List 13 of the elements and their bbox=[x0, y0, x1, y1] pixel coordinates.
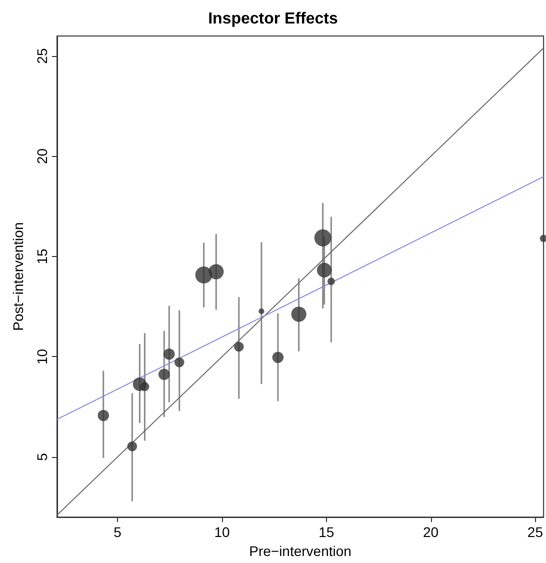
y-axis-title: Post−intervention bbox=[10, 222, 26, 331]
y-tick-label: 25 bbox=[34, 48, 50, 64]
x-tick-label: 15 bbox=[318, 524, 334, 540]
x-tick-label: 5 bbox=[114, 524, 122, 540]
y-tick-label: 10 bbox=[34, 348, 50, 365]
x-axis-title: Pre−intervention bbox=[249, 543, 352, 559]
y-tick-label: 15 bbox=[34, 248, 50, 264]
x-tick-label: 20 bbox=[423, 524, 439, 540]
y-tick-label: 5 bbox=[34, 452, 50, 461]
chart-title: Inspector Effects bbox=[208, 10, 338, 28]
x-tick-label: 25 bbox=[527, 524, 544, 540]
x-tick-label: 10 bbox=[214, 524, 230, 540]
y-tick-label: 20 bbox=[34, 148, 50, 164]
